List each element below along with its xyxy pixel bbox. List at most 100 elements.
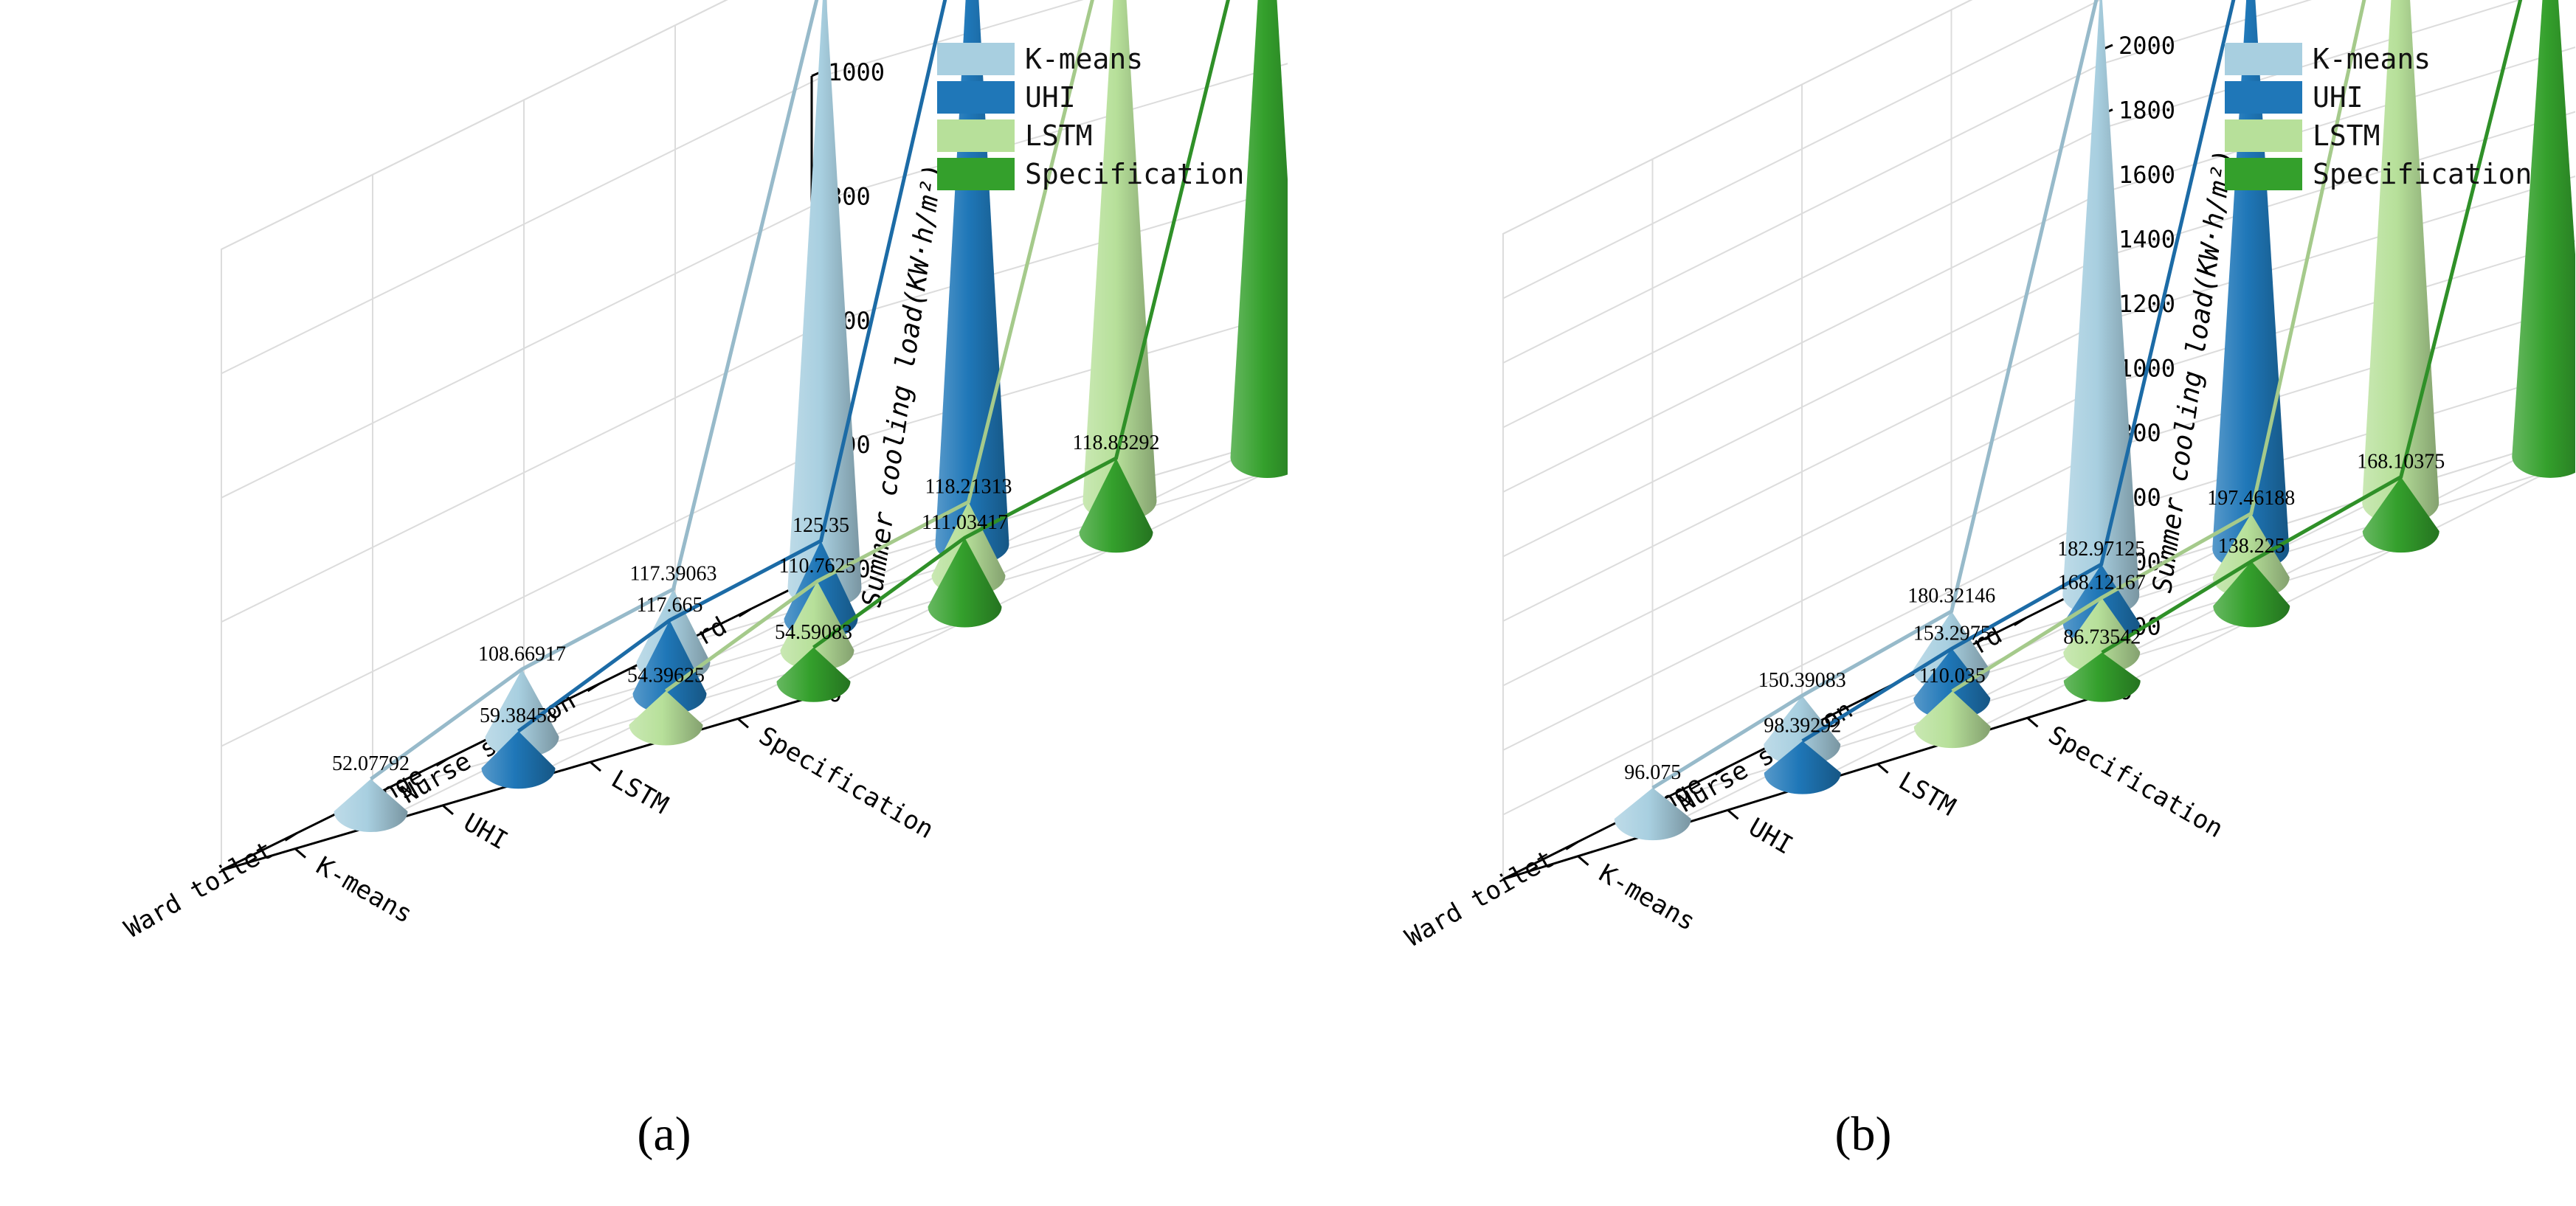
series-line-uhi xyxy=(1801,0,2236,743)
legend-label: Specification xyxy=(1025,158,1245,190)
room-tick xyxy=(435,757,449,767)
legend-label: UHI xyxy=(1025,81,1076,114)
data-label: 118.83292 xyxy=(1073,432,1160,454)
method-tick-label: UHI xyxy=(459,808,513,856)
series-line-kmeans xyxy=(1651,0,2099,790)
method-tick xyxy=(1727,809,1739,820)
method-tick-label: Specification xyxy=(754,721,939,845)
z-tick-label: 1000 xyxy=(828,58,885,86)
method-tick-label: LSTM xyxy=(607,764,674,820)
cone-specification-1 xyxy=(2362,476,2439,553)
data-label: 96.075 xyxy=(1624,761,1681,784)
method-tick xyxy=(1876,763,1889,774)
panel-label-a: (a) xyxy=(637,1107,691,1161)
legend-label: Specification xyxy=(2313,158,2532,190)
series-line-lstm xyxy=(665,0,1094,693)
legend-item-specification: Specification xyxy=(937,155,1244,193)
z-tick-label: 1800 xyxy=(2119,97,2175,125)
data-label: 110.035 xyxy=(1919,665,1986,687)
cone-specification-3 xyxy=(776,647,851,702)
room-tick-label: Ward toilet xyxy=(1401,845,1559,953)
data-labels: 998.43504117.39063108.6691752.077921066.… xyxy=(332,432,1160,775)
z-gridline xyxy=(1502,0,2102,299)
method-tick-label: UHI xyxy=(1744,812,1798,860)
cone-uhi-0 xyxy=(935,0,1009,565)
legend-item-kmeans: K-means xyxy=(2225,40,2532,78)
cone-chart-a: 02004006008001000Summer cooling load(KW·… xyxy=(120,0,1288,944)
cone-specification-2 xyxy=(2213,561,2290,628)
method-tick xyxy=(294,848,306,859)
data-label: 117.39063 xyxy=(630,563,717,586)
room-tick xyxy=(1864,691,1878,701)
data-label: 117.665 xyxy=(637,594,703,617)
legend-item-uhi: UHI xyxy=(937,78,1244,117)
chart-panel-b: 0200400600800100012001400160018002000Sum… xyxy=(1288,0,2575,1206)
legend-swatch xyxy=(2225,81,2302,114)
legend-label: K-means xyxy=(1025,43,1144,75)
data-label: 111.03417 xyxy=(922,511,1008,534)
legend-a: K-means UHI LSTM Specification xyxy=(937,40,1244,193)
cone-specification-0 xyxy=(2512,0,2575,478)
room-tick xyxy=(587,682,601,693)
cone-uhi-3 xyxy=(481,731,556,789)
cone-uhi-3 xyxy=(1764,741,1841,794)
legend-label: LSTM xyxy=(2313,119,2380,152)
legend-swatch xyxy=(937,158,1015,190)
data-label: 110.7625 xyxy=(779,555,856,578)
cones xyxy=(1614,0,2575,841)
legend-label: K-means xyxy=(2313,43,2431,75)
series-lines xyxy=(370,0,1230,781)
data-label: 168.10375 xyxy=(2357,451,2445,474)
cone-specification-1 xyxy=(1079,458,1153,553)
room-tick xyxy=(1714,766,1728,776)
legend-swatch xyxy=(937,43,1015,75)
cone-lstm-3 xyxy=(1913,690,1991,749)
cone-lstm-2 xyxy=(2063,597,2141,673)
cone-kmeans-2 xyxy=(1764,696,1841,766)
cone-lstm-2 xyxy=(780,581,854,671)
cones xyxy=(334,0,1288,833)
cone-lstm-0 xyxy=(2362,0,2439,524)
method-tick xyxy=(1577,855,1589,866)
legend-item-lstm: LSTM xyxy=(2225,117,2532,155)
chart-panel-a: 02004006008001000Summer cooling load(KW·… xyxy=(120,0,1288,1161)
z-tick-label: 1600 xyxy=(2119,161,2175,189)
data-label: 150.39083 xyxy=(1758,669,1846,692)
legend-item-lstm: LSTM xyxy=(937,117,1244,155)
legend-b: K-means UHI LSTM Specification xyxy=(2225,40,2532,193)
cone-kmeans-2 xyxy=(485,669,559,758)
legend-swatch xyxy=(2225,119,2302,152)
method-tick xyxy=(590,760,601,772)
cone-specification-0 xyxy=(1230,0,1288,478)
series-line-specification xyxy=(2101,0,2523,654)
data-label: 54.39625 xyxy=(627,665,705,687)
series-lines xyxy=(1651,0,2523,790)
method-tick-label: K-means xyxy=(311,851,418,929)
legend-item-kmeans: K-means xyxy=(937,40,1244,78)
series-line-lstm xyxy=(1951,0,2366,693)
cone-lstm-1 xyxy=(2212,513,2290,599)
data-label: 153.2975 xyxy=(1913,622,1991,645)
z-axis-label: Summer cooling load(KW·h/m²) xyxy=(857,162,949,609)
method-tick xyxy=(442,804,454,816)
cone-kmeans-0 xyxy=(787,0,862,609)
z-tick-label: 1200 xyxy=(2119,290,2175,318)
cone-uhi-2 xyxy=(1913,648,1991,720)
series-line-specification xyxy=(812,0,1230,649)
series-line-uhi xyxy=(517,0,947,733)
room-tick xyxy=(738,608,752,617)
cone-kmeans-3 xyxy=(334,779,408,833)
z-tick-label: 1400 xyxy=(2119,226,2175,254)
data-label: 98.39292 xyxy=(1764,715,1841,738)
z-gridline xyxy=(1502,0,1973,235)
legend-swatch xyxy=(2225,43,2302,75)
data-label: 108.66917 xyxy=(478,642,566,665)
cone-kmeans-3 xyxy=(1614,788,1691,841)
legend-item-uhi: UHI xyxy=(2225,78,2532,117)
data-label: 125.35 xyxy=(793,514,849,537)
room-tick xyxy=(284,832,298,842)
data-label: 197.46188 xyxy=(2207,487,2295,510)
data-label: 138.225 xyxy=(2218,535,2285,558)
method-tick-label: LSTM xyxy=(1893,766,1961,822)
room-tick xyxy=(2013,617,2027,626)
